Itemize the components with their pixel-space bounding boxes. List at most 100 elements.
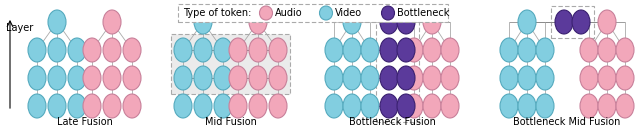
Ellipse shape	[361, 94, 379, 118]
Text: Bottleneck Fusion: Bottleneck Fusion	[349, 117, 435, 127]
Ellipse shape	[441, 38, 459, 62]
Ellipse shape	[249, 66, 267, 90]
Ellipse shape	[343, 38, 361, 62]
Ellipse shape	[598, 10, 616, 34]
Ellipse shape	[269, 94, 287, 118]
Ellipse shape	[325, 38, 343, 62]
Ellipse shape	[598, 66, 616, 90]
Ellipse shape	[194, 38, 212, 62]
Ellipse shape	[194, 66, 212, 90]
Ellipse shape	[214, 94, 232, 118]
Ellipse shape	[174, 66, 192, 90]
Ellipse shape	[518, 38, 536, 62]
Ellipse shape	[214, 66, 232, 90]
Ellipse shape	[103, 38, 121, 62]
Ellipse shape	[48, 10, 66, 34]
Ellipse shape	[441, 66, 459, 90]
Ellipse shape	[380, 66, 398, 90]
Ellipse shape	[123, 38, 141, 62]
Ellipse shape	[103, 66, 121, 90]
Ellipse shape	[500, 94, 518, 118]
Ellipse shape	[343, 94, 361, 118]
Ellipse shape	[229, 94, 247, 118]
Ellipse shape	[580, 94, 598, 118]
Ellipse shape	[572, 10, 590, 34]
Ellipse shape	[249, 94, 267, 118]
Text: Late Fusion: Late Fusion	[56, 117, 113, 127]
Ellipse shape	[343, 66, 361, 90]
Ellipse shape	[259, 6, 273, 20]
Ellipse shape	[518, 94, 536, 118]
Ellipse shape	[405, 38, 423, 62]
Ellipse shape	[397, 10, 415, 34]
Ellipse shape	[361, 66, 379, 90]
Ellipse shape	[381, 6, 394, 20]
Ellipse shape	[269, 66, 287, 90]
Ellipse shape	[83, 94, 101, 118]
Ellipse shape	[536, 66, 554, 90]
Ellipse shape	[48, 66, 66, 90]
Text: Mid Fusion: Mid Fusion	[205, 117, 257, 127]
Ellipse shape	[68, 38, 86, 62]
Ellipse shape	[123, 66, 141, 90]
Ellipse shape	[405, 94, 423, 118]
Ellipse shape	[423, 38, 441, 62]
Ellipse shape	[214, 38, 232, 62]
Ellipse shape	[48, 38, 66, 62]
Ellipse shape	[580, 38, 598, 62]
Ellipse shape	[103, 10, 121, 34]
Ellipse shape	[325, 94, 343, 118]
Ellipse shape	[423, 94, 441, 118]
Ellipse shape	[616, 38, 634, 62]
Ellipse shape	[616, 66, 634, 90]
Ellipse shape	[423, 66, 441, 90]
Ellipse shape	[598, 94, 616, 118]
Ellipse shape	[28, 66, 46, 90]
Ellipse shape	[68, 94, 86, 118]
Ellipse shape	[380, 38, 398, 62]
Ellipse shape	[555, 10, 573, 34]
Text: Type of token:: Type of token:	[183, 8, 252, 18]
Ellipse shape	[28, 94, 46, 118]
Ellipse shape	[229, 38, 247, 62]
Ellipse shape	[441, 94, 459, 118]
Ellipse shape	[83, 66, 101, 90]
FancyBboxPatch shape	[171, 34, 290, 94]
Ellipse shape	[380, 10, 398, 34]
Ellipse shape	[194, 10, 212, 34]
Ellipse shape	[319, 6, 333, 20]
Ellipse shape	[174, 94, 192, 118]
Ellipse shape	[500, 66, 518, 90]
Ellipse shape	[518, 66, 536, 90]
Text: Layer: Layer	[6, 23, 33, 33]
FancyBboxPatch shape	[376, 6, 419, 122]
Ellipse shape	[361, 38, 379, 62]
Ellipse shape	[269, 38, 287, 62]
Ellipse shape	[380, 94, 398, 118]
Ellipse shape	[536, 38, 554, 62]
FancyBboxPatch shape	[178, 4, 448, 22]
Ellipse shape	[518, 10, 536, 34]
Text: Audio: Audio	[275, 8, 303, 18]
Ellipse shape	[598, 38, 616, 62]
Ellipse shape	[174, 38, 192, 62]
Ellipse shape	[405, 66, 423, 90]
FancyBboxPatch shape	[551, 6, 594, 38]
Ellipse shape	[28, 38, 46, 62]
Ellipse shape	[249, 38, 267, 62]
Text: Bottleneck: Bottleneck	[397, 8, 449, 18]
Ellipse shape	[68, 66, 86, 90]
Ellipse shape	[325, 66, 343, 90]
Ellipse shape	[536, 94, 554, 118]
Ellipse shape	[397, 66, 415, 90]
Ellipse shape	[343, 10, 361, 34]
Ellipse shape	[397, 38, 415, 62]
Ellipse shape	[123, 94, 141, 118]
Ellipse shape	[500, 38, 518, 62]
Ellipse shape	[229, 66, 247, 90]
Ellipse shape	[397, 94, 415, 118]
Ellipse shape	[194, 94, 212, 118]
Ellipse shape	[83, 38, 101, 62]
Ellipse shape	[616, 94, 634, 118]
Ellipse shape	[580, 66, 598, 90]
